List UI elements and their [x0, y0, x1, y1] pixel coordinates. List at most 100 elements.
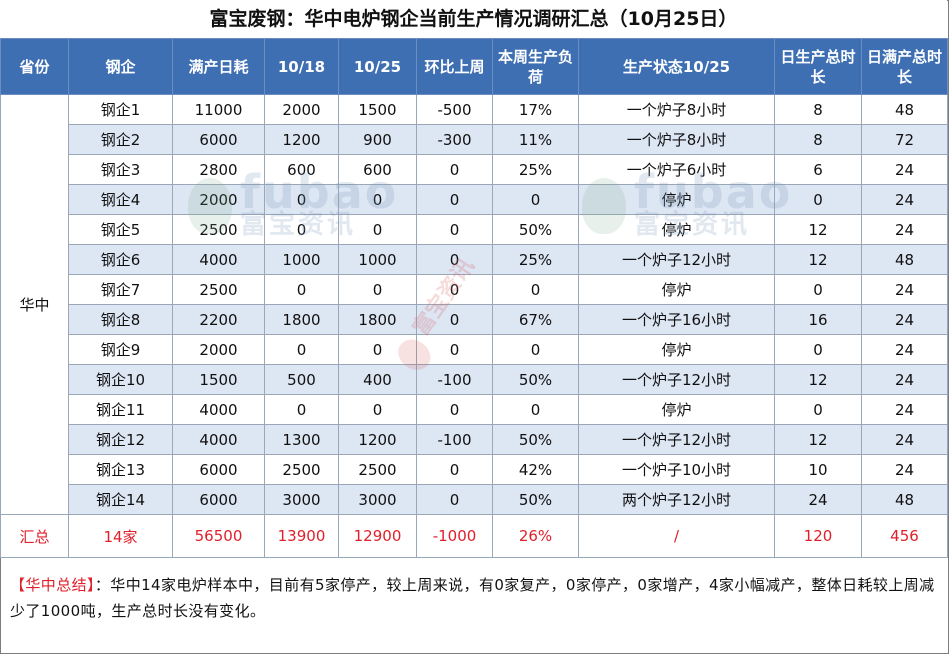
cell-status: 一个炉子6小时 — [578, 154, 775, 185]
cell-status: 停炉 — [578, 334, 775, 365]
cell-full: 6000 — [172, 124, 265, 155]
table-row: 钢企3 2800 600 600 0 25% 一个炉子6小时 6 24 — [1, 154, 948, 185]
cell-w2: 1500 — [338, 94, 417, 125]
cell-fullhours: 24 — [861, 304, 948, 335]
header-cell: 满产日耗 — [172, 38, 265, 95]
cell-load: 67% — [492, 304, 579, 335]
cell-chg: 0 — [416, 304, 493, 335]
table-row: 钢企6 4000 1000 1000 0 25% 一个炉子12小时 12 48 — [1, 244, 948, 275]
cell-w1: 1800 — [264, 304, 339, 335]
cell-fullhours: 24 — [861, 424, 948, 455]
cell-status: 一个炉子16小时 — [578, 304, 775, 335]
table-row: 钢企10 1500 500 400 -100 50% 一个炉子12小时 12 24 — [1, 364, 948, 395]
cell-name: 钢企9 — [68, 334, 173, 365]
total-w2: 12900 — [338, 514, 417, 558]
cell-full: 2500 — [172, 214, 265, 245]
cell-name: 钢企8 — [68, 304, 173, 335]
cell-full: 6000 — [172, 454, 265, 485]
cell-chg: 0 — [416, 454, 493, 485]
cell-w2: 400 — [338, 364, 417, 395]
cell-fullhours: 48 — [861, 244, 948, 275]
cell-w2: 0 — [338, 274, 417, 305]
cell-load: 50% — [492, 424, 579, 455]
cell-status: 停炉 — [578, 184, 775, 215]
cell-load: 0 — [492, 274, 579, 305]
total-chg: -1000 — [416, 514, 493, 558]
cell-full: 4000 — [172, 394, 265, 425]
cell-fullhours: 24 — [861, 214, 948, 245]
cell-w2: 0 — [338, 394, 417, 425]
cell-w1: 0 — [264, 214, 339, 245]
cell-name: 钢企2 — [68, 124, 173, 155]
cell-status: 停炉 — [578, 214, 775, 245]
cell-w1: 1000 — [264, 244, 339, 275]
cell-hours: 0 — [774, 184, 862, 215]
cell-status: 停炉 — [578, 394, 775, 425]
cell-chg: 0 — [416, 274, 493, 305]
cell-chg: -100 — [416, 364, 493, 395]
table-row: 钢企11 4000 0 0 0 0 停炉 0 24 — [1, 394, 948, 425]
cell-status: 两个炉子12小时 — [578, 484, 775, 515]
cell-fullhours: 24 — [861, 184, 948, 215]
header-cell: 省份 — [0, 38, 69, 95]
cell-name: 钢企5 — [68, 214, 173, 245]
cell-load: 25% — [492, 244, 579, 275]
total-name: 14家 — [68, 514, 173, 558]
cell-w2: 600 — [338, 154, 417, 185]
cell-hours: 12 — [774, 424, 862, 455]
cell-chg: 0 — [416, 214, 493, 245]
cell-chg: -300 — [416, 124, 493, 155]
table-row: 钢企2 6000 1200 900 -300 11% 一个炉子8小时 8 72 — [1, 124, 948, 155]
cell-hours: 8 — [774, 124, 862, 155]
cell-full: 1500 — [172, 364, 265, 395]
cell-hours: 16 — [774, 304, 862, 335]
table-row: 钢企12 4000 1300 1200 -100 50% 一个炉子12小时 12 24 — [1, 424, 948, 455]
cell-load: 50% — [492, 214, 579, 245]
cell-w1: 2500 — [264, 454, 339, 485]
cell-w1: 2000 — [264, 94, 339, 125]
cell-name: 钢企7 — [68, 274, 173, 305]
cell-status: 一个炉子10小时 — [578, 454, 775, 485]
cell-hours: 8 — [774, 94, 862, 125]
cell-fullhours: 48 — [861, 484, 948, 515]
cell-w2: 1800 — [338, 304, 417, 335]
cell-fullhours: 24 — [861, 454, 948, 485]
cell-w2: 0 — [338, 184, 417, 215]
cell-name: 钢企4 — [68, 184, 173, 215]
cell-fullhours: 24 — [861, 394, 948, 425]
cell-w1: 0 — [264, 184, 339, 215]
cell-status: 停炉 — [578, 274, 775, 305]
cell-w2: 3000 — [338, 484, 417, 515]
cell-chg: 0 — [416, 394, 493, 425]
cell-chg: -100 — [416, 424, 493, 455]
cell-chg: 0 — [416, 244, 493, 275]
cell-hours: 12 — [774, 244, 862, 275]
cell-w1: 1200 — [264, 124, 339, 155]
cell-w1: 500 — [264, 364, 339, 395]
header-cell: 日生产总时长 — [774, 38, 862, 95]
cell-w1: 3000 — [264, 484, 339, 515]
total-label: 汇总 — [0, 514, 69, 558]
cell-fullhours: 72 — [861, 124, 948, 155]
cell-w2: 0 — [338, 334, 417, 365]
cell-w2: 1000 — [338, 244, 417, 275]
table-row: 钢企13 6000 2500 2500 0 42% 一个炉子10小时 10 24 — [1, 454, 948, 485]
cell-chg: 0 — [416, 484, 493, 515]
header-cell: 10/18 — [264, 38, 339, 95]
cell-name: 钢企13 — [68, 454, 173, 485]
cell-w1: 600 — [264, 154, 339, 185]
cell-fullhours: 24 — [861, 154, 948, 185]
cell-fullhours: 48 — [861, 94, 948, 125]
cell-name: 钢企12 — [68, 424, 173, 455]
cell-full: 2500 — [172, 274, 265, 305]
header-cell: 日满产总时长 — [861, 38, 948, 95]
header-cell: 钢企 — [68, 38, 173, 95]
cell-fullhours: 24 — [861, 364, 948, 395]
cell-w2: 1200 — [338, 424, 417, 455]
total-row: 汇总 14家 56500 13900 12900 -1000 26%/120 456 — [0, 514, 948, 558]
summary-note: 【华中总结】：华中14家电炉样本中，目前有5家停产，较上周来说，有0家复产，0家… — [10, 572, 938, 624]
cell-w1: 0 — [264, 334, 339, 365]
header-cell: 生产状态10/25 — [578, 38, 775, 95]
cell-w2: 900 — [338, 124, 417, 155]
header-cell: 10/25 — [338, 38, 417, 95]
